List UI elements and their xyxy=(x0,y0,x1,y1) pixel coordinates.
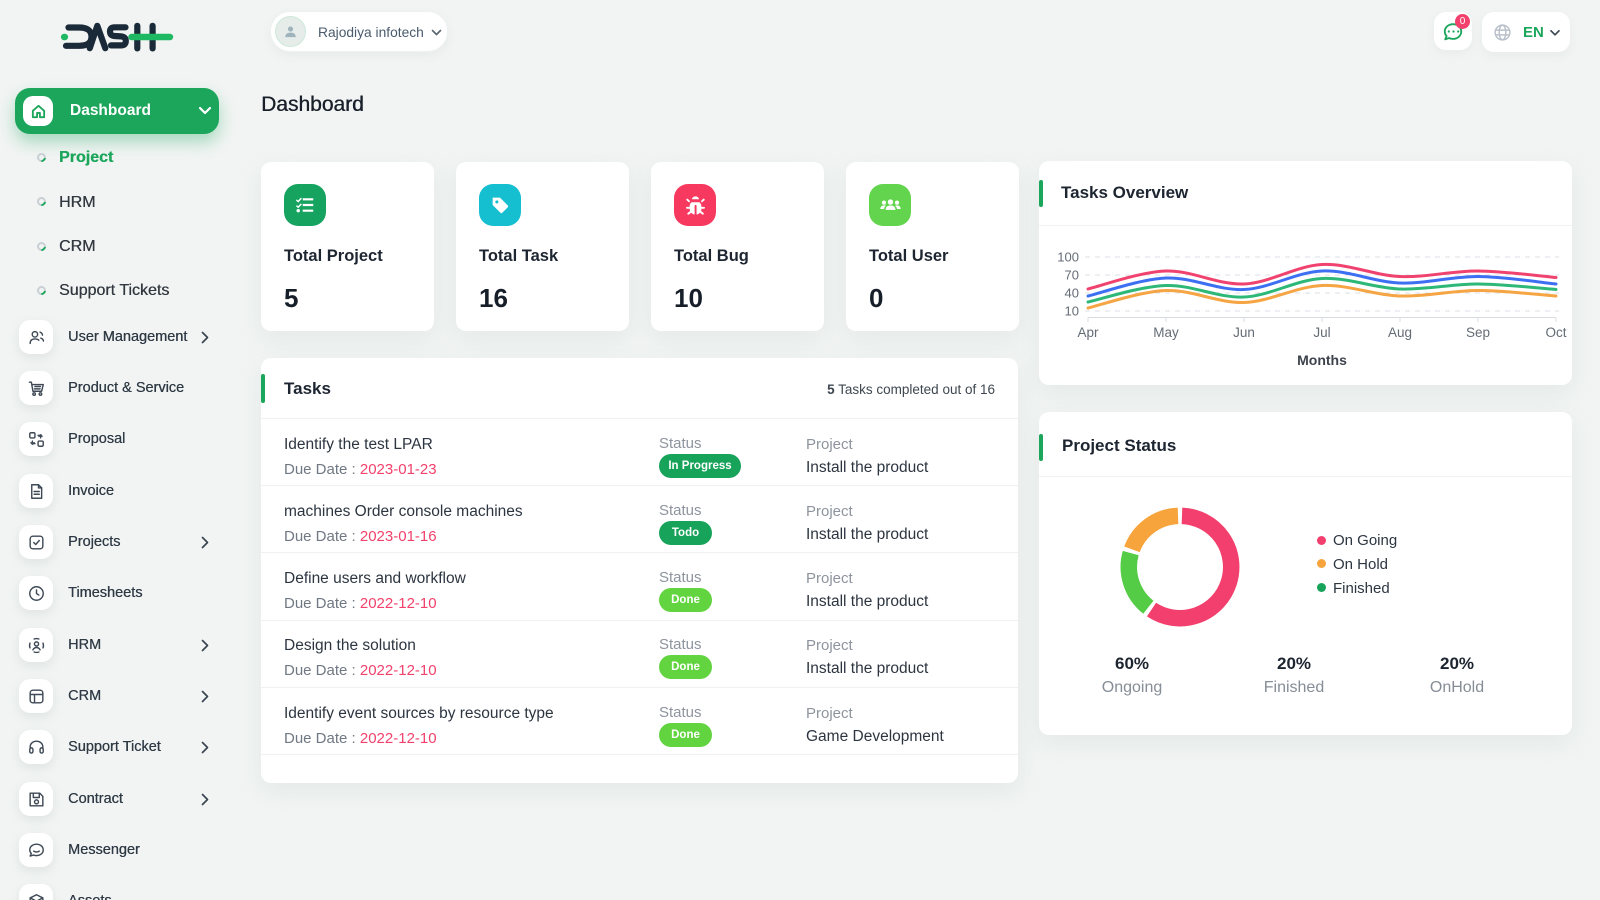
svg-text:40: 40 xyxy=(1065,286,1079,301)
svg-text:100: 100 xyxy=(1057,250,1079,265)
svg-text:Jun: Jun xyxy=(1233,325,1255,340)
svg-text:70: 70 xyxy=(1065,268,1079,283)
svg-text:Months: Months xyxy=(1297,352,1347,368)
svg-text:Aug: Aug xyxy=(1388,325,1412,340)
svg-text:Sep: Sep xyxy=(1466,325,1490,340)
svg-text:Apr: Apr xyxy=(1077,325,1099,340)
svg-text:Jul: Jul xyxy=(1313,325,1330,340)
svg-text:10: 10 xyxy=(1065,304,1079,319)
svg-text:May: May xyxy=(1153,325,1179,340)
svg-text:Oct: Oct xyxy=(1545,325,1566,340)
